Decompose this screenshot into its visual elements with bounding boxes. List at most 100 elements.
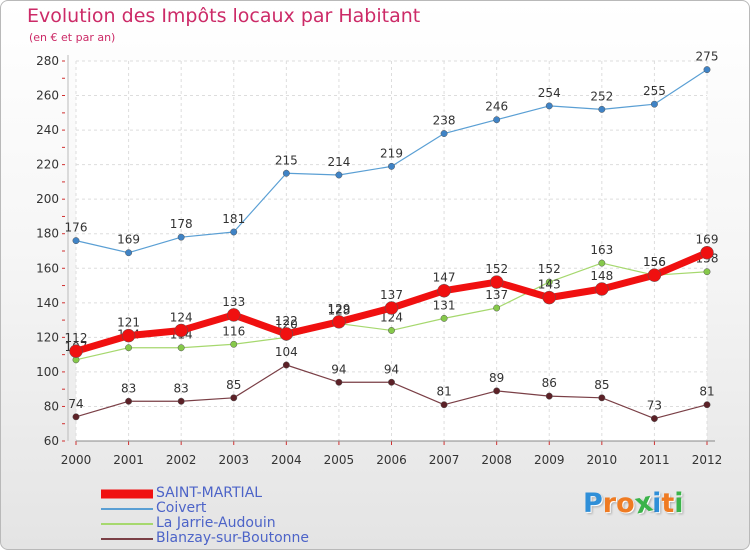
data-point-la-jarrie-audouin xyxy=(388,327,395,334)
data-label-saint-martial: 133 xyxy=(222,295,245,309)
data-point-coivert xyxy=(650,100,658,108)
data-point-blanzay-sur-boutonne xyxy=(493,387,501,395)
legend-label-blanzay-sur-boutonne: Blanzay-sur-Boutonne xyxy=(156,530,310,546)
x-tick-label: 2007 xyxy=(429,453,460,467)
data-point-coivert xyxy=(493,116,501,124)
data-point-blanzay-sur-boutonne xyxy=(388,378,395,386)
data-point-saint-martial xyxy=(227,308,241,322)
y-tick-label: 140 xyxy=(36,296,59,310)
y-tick-label: 160 xyxy=(36,261,59,275)
data-label-coivert: 176 xyxy=(65,221,88,235)
data-point-blanzay-sur-boutonne xyxy=(72,413,80,421)
legend-item-coivert: Coivert xyxy=(101,500,361,516)
data-point-saint-martial xyxy=(700,245,714,260)
data-point-la-jarrie-audouin xyxy=(177,344,185,352)
data-label-coivert: 169 xyxy=(117,233,140,247)
legend-label-la-jarrie-audouin: La Jarrie-Audouin xyxy=(156,515,276,531)
data-point-la-jarrie-audouin xyxy=(598,259,606,267)
data-label-blanzay-sur-boutonne: 83 xyxy=(121,381,136,395)
y-tick-label: 280 xyxy=(36,54,59,68)
x-tick-label: 2005 xyxy=(324,453,355,467)
legend-item-blanzay-sur-boutonne: Blanzay-sur-Boutonne xyxy=(101,530,361,546)
data-label-blanzay-sur-boutonne: 85 xyxy=(594,378,609,392)
data-point-saint-martial xyxy=(437,283,451,298)
data-point-la-jarrie-audouin xyxy=(125,344,133,352)
logo-letter: i xyxy=(652,488,662,519)
data-label-blanzay-sur-boutonne: 81 xyxy=(436,385,451,399)
legend-item-saint-martial: SAINT-MARTIAL xyxy=(101,485,361,501)
plot-area xyxy=(76,61,707,441)
logo-letter: o xyxy=(616,488,635,519)
data-point-la-jarrie-audouin xyxy=(230,340,238,348)
data-label-saint-martial: 121 xyxy=(117,316,140,330)
legend-swatch-saint-martial xyxy=(101,489,153,499)
data-point-la-jarrie-audouin xyxy=(545,278,553,286)
data-point-coivert xyxy=(177,233,185,241)
data-label-blanzay-sur-boutonne: 85 xyxy=(226,378,241,392)
data-point-saint-martial xyxy=(384,301,399,315)
data-label-coivert: 214 xyxy=(327,155,350,169)
data-label-saint-martial: 148 xyxy=(590,269,613,283)
data-point-coivert xyxy=(598,105,606,113)
data-point-saint-martial xyxy=(69,344,83,358)
data-point-saint-martial xyxy=(647,268,662,282)
y-tick-label: 200 xyxy=(36,192,59,206)
data-point-blanzay-sur-boutonne xyxy=(650,415,658,422)
data-label-saint-martial: 169 xyxy=(696,233,719,247)
data-point-saint-martial xyxy=(489,275,504,289)
data-label-coivert: 178 xyxy=(170,217,193,231)
data-point-blanzay-sur-boutonne xyxy=(545,392,553,400)
data-label-saint-martial: 143 xyxy=(538,278,561,292)
y-tick-label: 80 xyxy=(44,399,59,413)
data-label-saint-martial: 147 xyxy=(433,271,456,285)
data-point-coivert xyxy=(545,102,553,110)
data-label-la-jarrie-audouin: 137 xyxy=(485,288,508,302)
data-label-blanzay-sur-boutonne: 94 xyxy=(384,362,399,376)
data-point-blanzay-sur-boutonne xyxy=(335,378,343,386)
data-label-saint-martial: 112 xyxy=(65,331,88,345)
data-point-saint-martial xyxy=(332,315,346,329)
data-label-blanzay-sur-boutonne: 74 xyxy=(68,397,83,411)
data-point-coivert xyxy=(335,171,343,179)
data-label-blanzay-sur-boutonne: 86 xyxy=(542,376,557,390)
data-label-coivert: 255 xyxy=(643,84,666,98)
legend-label-coivert: Coivert xyxy=(156,500,207,516)
data-point-coivert xyxy=(388,162,395,170)
x-tick-label: 2008 xyxy=(481,453,512,467)
x-tick-label: 2009 xyxy=(534,453,565,467)
data-label-blanzay-sur-boutonne: 83 xyxy=(174,381,189,395)
data-point-coivert xyxy=(282,169,290,177)
data-label-blanzay-sur-boutonne: 104 xyxy=(275,345,298,359)
data-label-coivert: 181 xyxy=(222,212,245,226)
data-label-la-jarrie-audouin: 124 xyxy=(380,310,403,324)
y-tick-label: 220 xyxy=(36,158,59,172)
y-tick-label: 120 xyxy=(36,330,59,344)
x-tick-label: 2006 xyxy=(376,453,407,467)
data-label-coivert: 254 xyxy=(538,86,561,100)
data-label-blanzay-sur-boutonne: 81 xyxy=(699,385,714,399)
y-tick-label: 60 xyxy=(44,434,59,448)
data-point-la-jarrie-audouin xyxy=(703,268,711,276)
legend-swatch-blanzay-sur-boutonne xyxy=(101,538,153,540)
data-label-la-jarrie-audouin: 120 xyxy=(275,317,298,331)
data-label-la-jarrie-audouin: 116 xyxy=(222,324,245,338)
chart-title: Evolution des Impôts locaux par Habitant xyxy=(27,5,421,27)
data-point-saint-martial xyxy=(121,328,136,343)
chart-subtitle: (en € et par an) xyxy=(29,31,116,44)
data-label-blanzay-sur-boutonne: 89 xyxy=(489,371,504,385)
data-point-coivert xyxy=(72,237,80,245)
logo-letter: t xyxy=(661,488,675,519)
data-label-coivert: 219 xyxy=(380,146,403,160)
logo-letter: r xyxy=(602,488,617,519)
data-point-saint-martial xyxy=(542,290,556,305)
x-tick-label: 2004 xyxy=(271,453,302,467)
data-label-saint-martial: 122 xyxy=(275,314,298,328)
data-point-blanzay-sur-boutonne xyxy=(598,394,606,402)
data-label-coivert: 252 xyxy=(590,89,613,103)
legend-item-la-jarrie-audouin: La Jarrie-Audouin xyxy=(101,515,361,531)
data-point-blanzay-sur-boutonne xyxy=(440,401,448,409)
data-label-blanzay-sur-boutonne: 94 xyxy=(331,362,346,376)
data-label-coivert: 215 xyxy=(275,153,298,167)
